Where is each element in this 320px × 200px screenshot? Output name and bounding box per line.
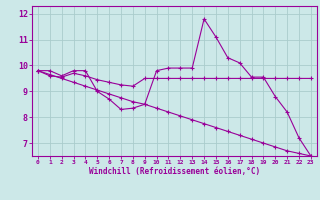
X-axis label: Windchill (Refroidissement éolien,°C): Windchill (Refroidissement éolien,°C) bbox=[89, 167, 260, 176]
